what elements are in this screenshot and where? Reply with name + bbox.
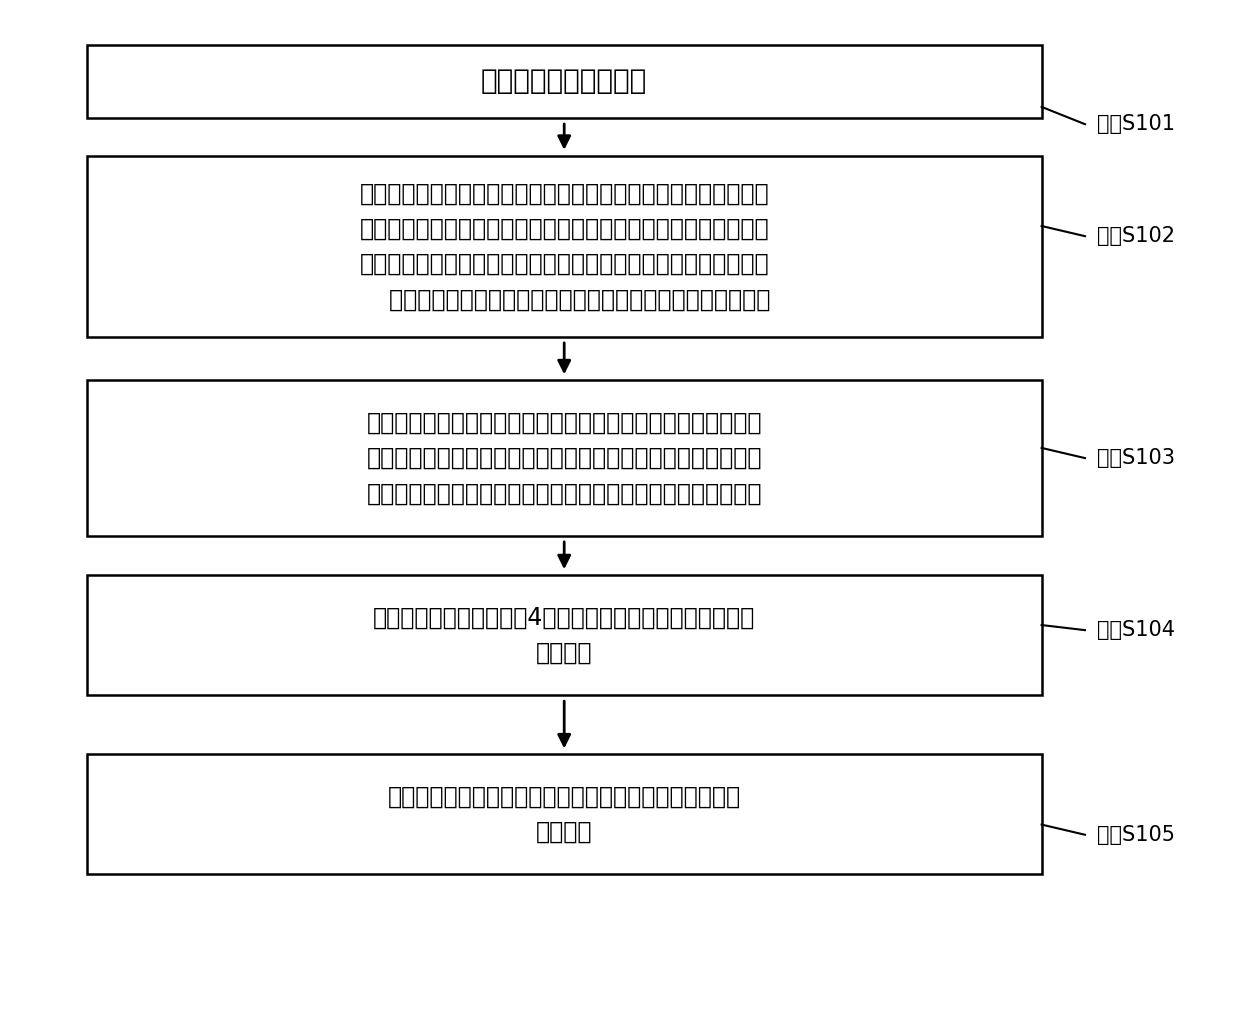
Bar xyxy=(87,575,1042,695)
Bar xyxy=(87,45,1042,118)
Bar xyxy=(87,754,1042,874)
Text: 利用阻挡层图案为掩膜板对柔性基板进行刻蚀，将柔性基板于阻
挡层的刻蚀开口队形的部位去除形成凹陷，其中，凹陷沿平行于
所述阻挡层方向的尺寸大于所述刻蚀开口的尺寸以: 利用阻挡层图案为掩膜板对柔性基板进行刻蚀，将柔性基板于阻 挡层的刻蚀开口队形的部… xyxy=(367,410,761,506)
Text: 步骤S102: 步骤S102 xyxy=(1097,226,1176,246)
Text: 在发光层上形成薄膜封装层，且薄膜封装层沿内缩结构的
结构生长: 在发光层上形成薄膜封装层，且薄膜封装层沿内缩结构的 结构生长 xyxy=(388,785,740,844)
Text: 在柔性基板上形成阻挡层以及像素电路结构，并通过构图工艺形成
像素电路图以及阻挡层图案；其中，阻挡层用于与显示装置中摄像
头区域对应的部分中待切割的部位形成刻蚀开: 在柔性基板上形成阻挡层以及像素电路结构，并通过构图工艺形成 像素电路图以及阻挡层… xyxy=(358,181,770,312)
Text: 步骤S104: 步骤S104 xyxy=(1097,620,1176,640)
Text: 在像素电路上形成发光层4，其中，发光层在内缩结构的侧壁
位置断开: 在像素电路上形成发光层4，其中，发光层在内缩结构的侧壁 位置断开 xyxy=(373,606,755,665)
Text: 在载板上形成柔性基板: 在载板上形成柔性基板 xyxy=(481,67,647,96)
Bar xyxy=(87,156,1042,337)
Text: 步骤S103: 步骤S103 xyxy=(1097,448,1176,468)
Bar xyxy=(87,381,1042,535)
Text: 步骤S105: 步骤S105 xyxy=(1097,825,1176,845)
Text: 步骤S101: 步骤S101 xyxy=(1097,114,1176,134)
